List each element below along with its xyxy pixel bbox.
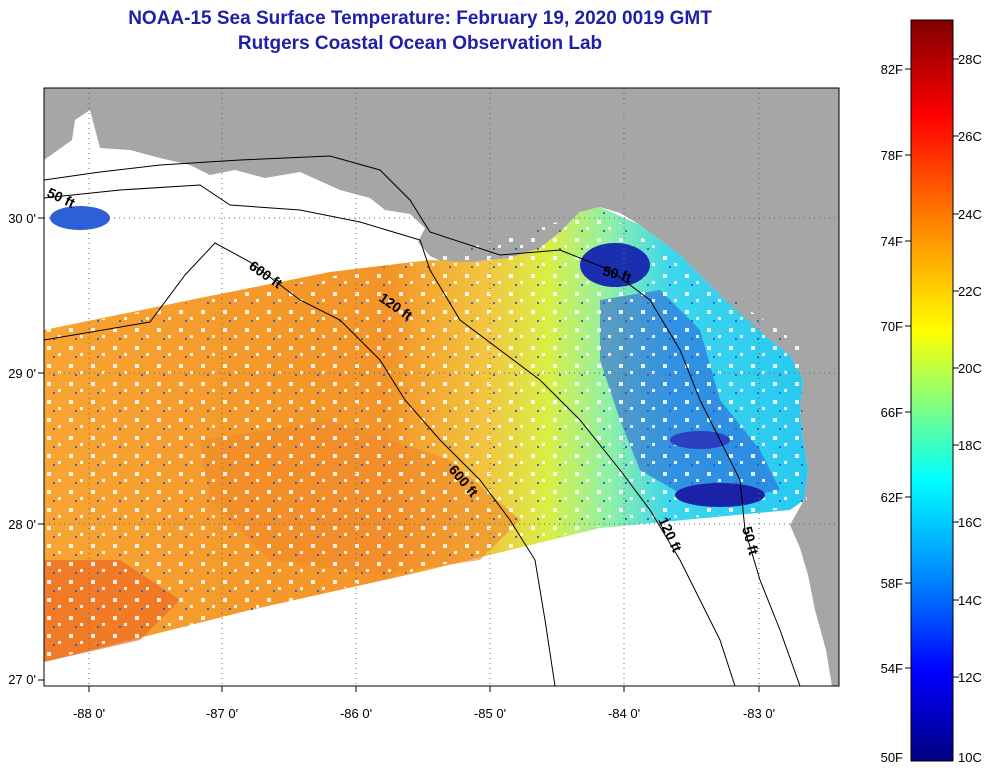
colorbar-c-label: 12C (958, 670, 982, 685)
colorbar-c-label: 22C (958, 284, 982, 299)
contour-120ft (44, 184, 736, 686)
lon-label: -85 0' (474, 706, 506, 721)
map-subtitle: Rutgers Coastal Ocean Observation Lab (237, 33, 603, 54)
colorbar (910, 19, 954, 762)
lat-label: 30 0' (8, 211, 36, 226)
lat-label: 29 0' (8, 366, 36, 381)
colorbar-c-label: 18C (958, 438, 982, 453)
colorbar-f-label: 70F (881, 319, 903, 334)
colorbar-f-label: 82F (881, 62, 903, 77)
colorbar-f-label: 62F (881, 490, 903, 505)
cold-spot-central (670, 431, 730, 449)
contour-label: 50 ft (601, 262, 633, 285)
cold-spot-south (675, 483, 765, 507)
colorbar-f-label: 78F (881, 148, 903, 163)
lon-label: -84 0' (608, 706, 640, 721)
contour-50ft (44, 155, 801, 686)
colorbar-c-label: 14C (958, 593, 982, 608)
land-mass (44, 88, 839, 686)
colorbar-c-label: 28C (958, 52, 982, 67)
frame-ticks (38, 217, 760, 692)
colorbar-f-label: 50F (881, 750, 903, 765)
colorbar-c-label: 16C (958, 515, 982, 530)
colorbar-c-label: 10C (958, 750, 982, 765)
map-frame (43, 87, 840, 687)
lat-label: 28 0' (8, 517, 36, 532)
colorbar-f-label: 58F (881, 576, 903, 591)
lon-label: -86 0' (340, 706, 372, 721)
lon-label: -88 0' (73, 706, 105, 721)
colorbar-c-label: 24C (958, 207, 982, 222)
lat-label: 27 0' (8, 672, 36, 687)
map-area (44, 88, 839, 686)
colorbar-f-label: 54F (881, 661, 903, 676)
contour-600ft (44, 242, 556, 686)
lon-label: -83 0' (743, 706, 775, 721)
contour-label: 50 ft (739, 525, 762, 557)
map-title: NOAA-15 Sea Surface Temperature: Februar… (128, 8, 712, 29)
colorbar-c-label: 20C (958, 361, 982, 376)
lon-label: -87 0' (206, 706, 238, 721)
cold-spot-bigbend (580, 243, 650, 287)
colorbar-f-label: 74F (881, 234, 903, 249)
colorbar-c-label: 26C (958, 129, 982, 144)
colorbar-ticks (905, 58, 959, 678)
colorbar-f-label: 66F (881, 405, 903, 420)
